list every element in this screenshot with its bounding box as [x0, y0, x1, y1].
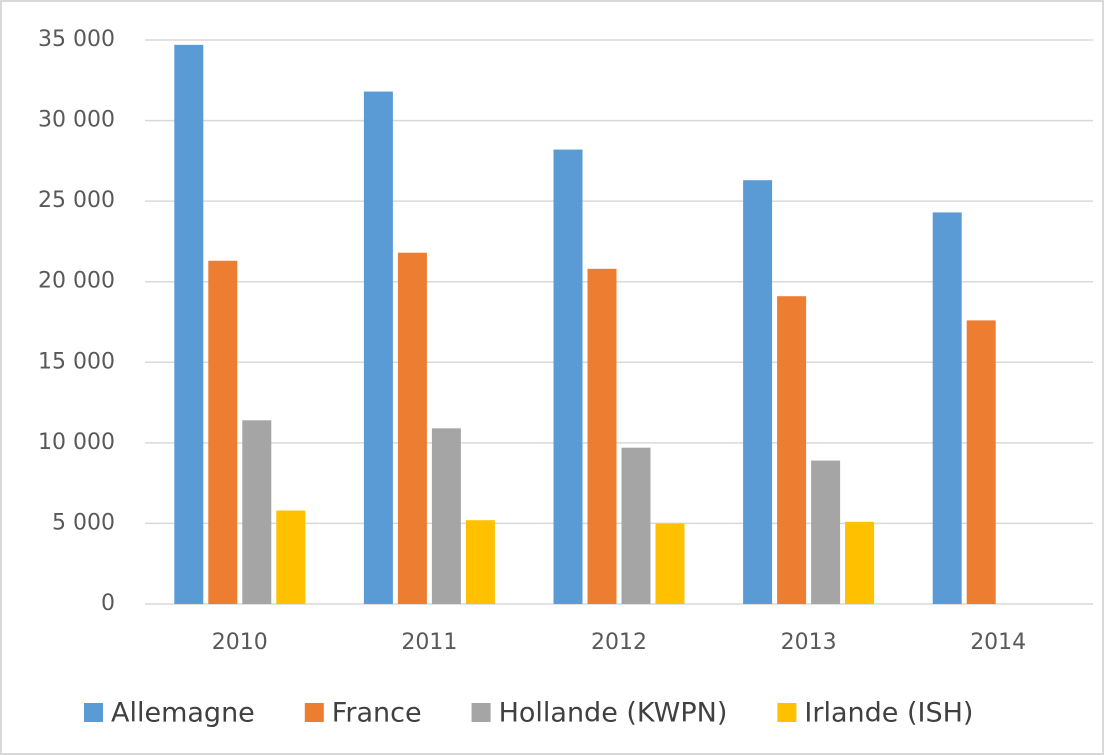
bar [966, 320, 996, 604]
x-tick-label: 2014 [970, 630, 1026, 655]
y-tick-label: 15 000 [38, 349, 115, 374]
y-tick-label: 5 000 [52, 510, 115, 535]
legend-swatch [304, 703, 324, 722]
legend-label: Allemagne [111, 698, 255, 729]
bar [465, 520, 495, 604]
bar [363, 91, 393, 604]
y-tick-label: 35 000 [38, 27, 115, 52]
bar [397, 252, 427, 605]
bar [553, 149, 583, 604]
bar [743, 180, 773, 605]
legend-label: Irlande (ISH) [804, 698, 973, 729]
bar [932, 212, 962, 604]
bar [431, 428, 461, 604]
legend-swatch [471, 703, 491, 722]
bar [811, 460, 841, 604]
y-tick-label: 20 000 [38, 269, 115, 294]
bar [208, 260, 238, 604]
x-tick-label: 2010 [212, 630, 268, 655]
legend-label: Hollande (KWPN) [499, 698, 728, 729]
x-tick-label: 2013 [781, 630, 837, 655]
legend-swatch [84, 703, 103, 722]
y-tick-label: 30 000 [38, 108, 115, 133]
bar [242, 420, 272, 604]
bar [587, 268, 617, 604]
bar [174, 44, 204, 604]
bar [777, 296, 807, 604]
x-tick-label: 2011 [401, 630, 457, 655]
bar [621, 447, 651, 604]
bar [655, 523, 685, 604]
y-tick-label: 10 000 [38, 430, 115, 455]
y-tick-label: 25 000 [38, 188, 115, 213]
x-tick-label: 2012 [591, 630, 647, 655]
legend-label: France [332, 698, 422, 729]
legend-swatch [777, 703, 797, 722]
bar [276, 510, 306, 604]
y-tick-label: 0 [101, 591, 115, 616]
bar [845, 521, 875, 604]
